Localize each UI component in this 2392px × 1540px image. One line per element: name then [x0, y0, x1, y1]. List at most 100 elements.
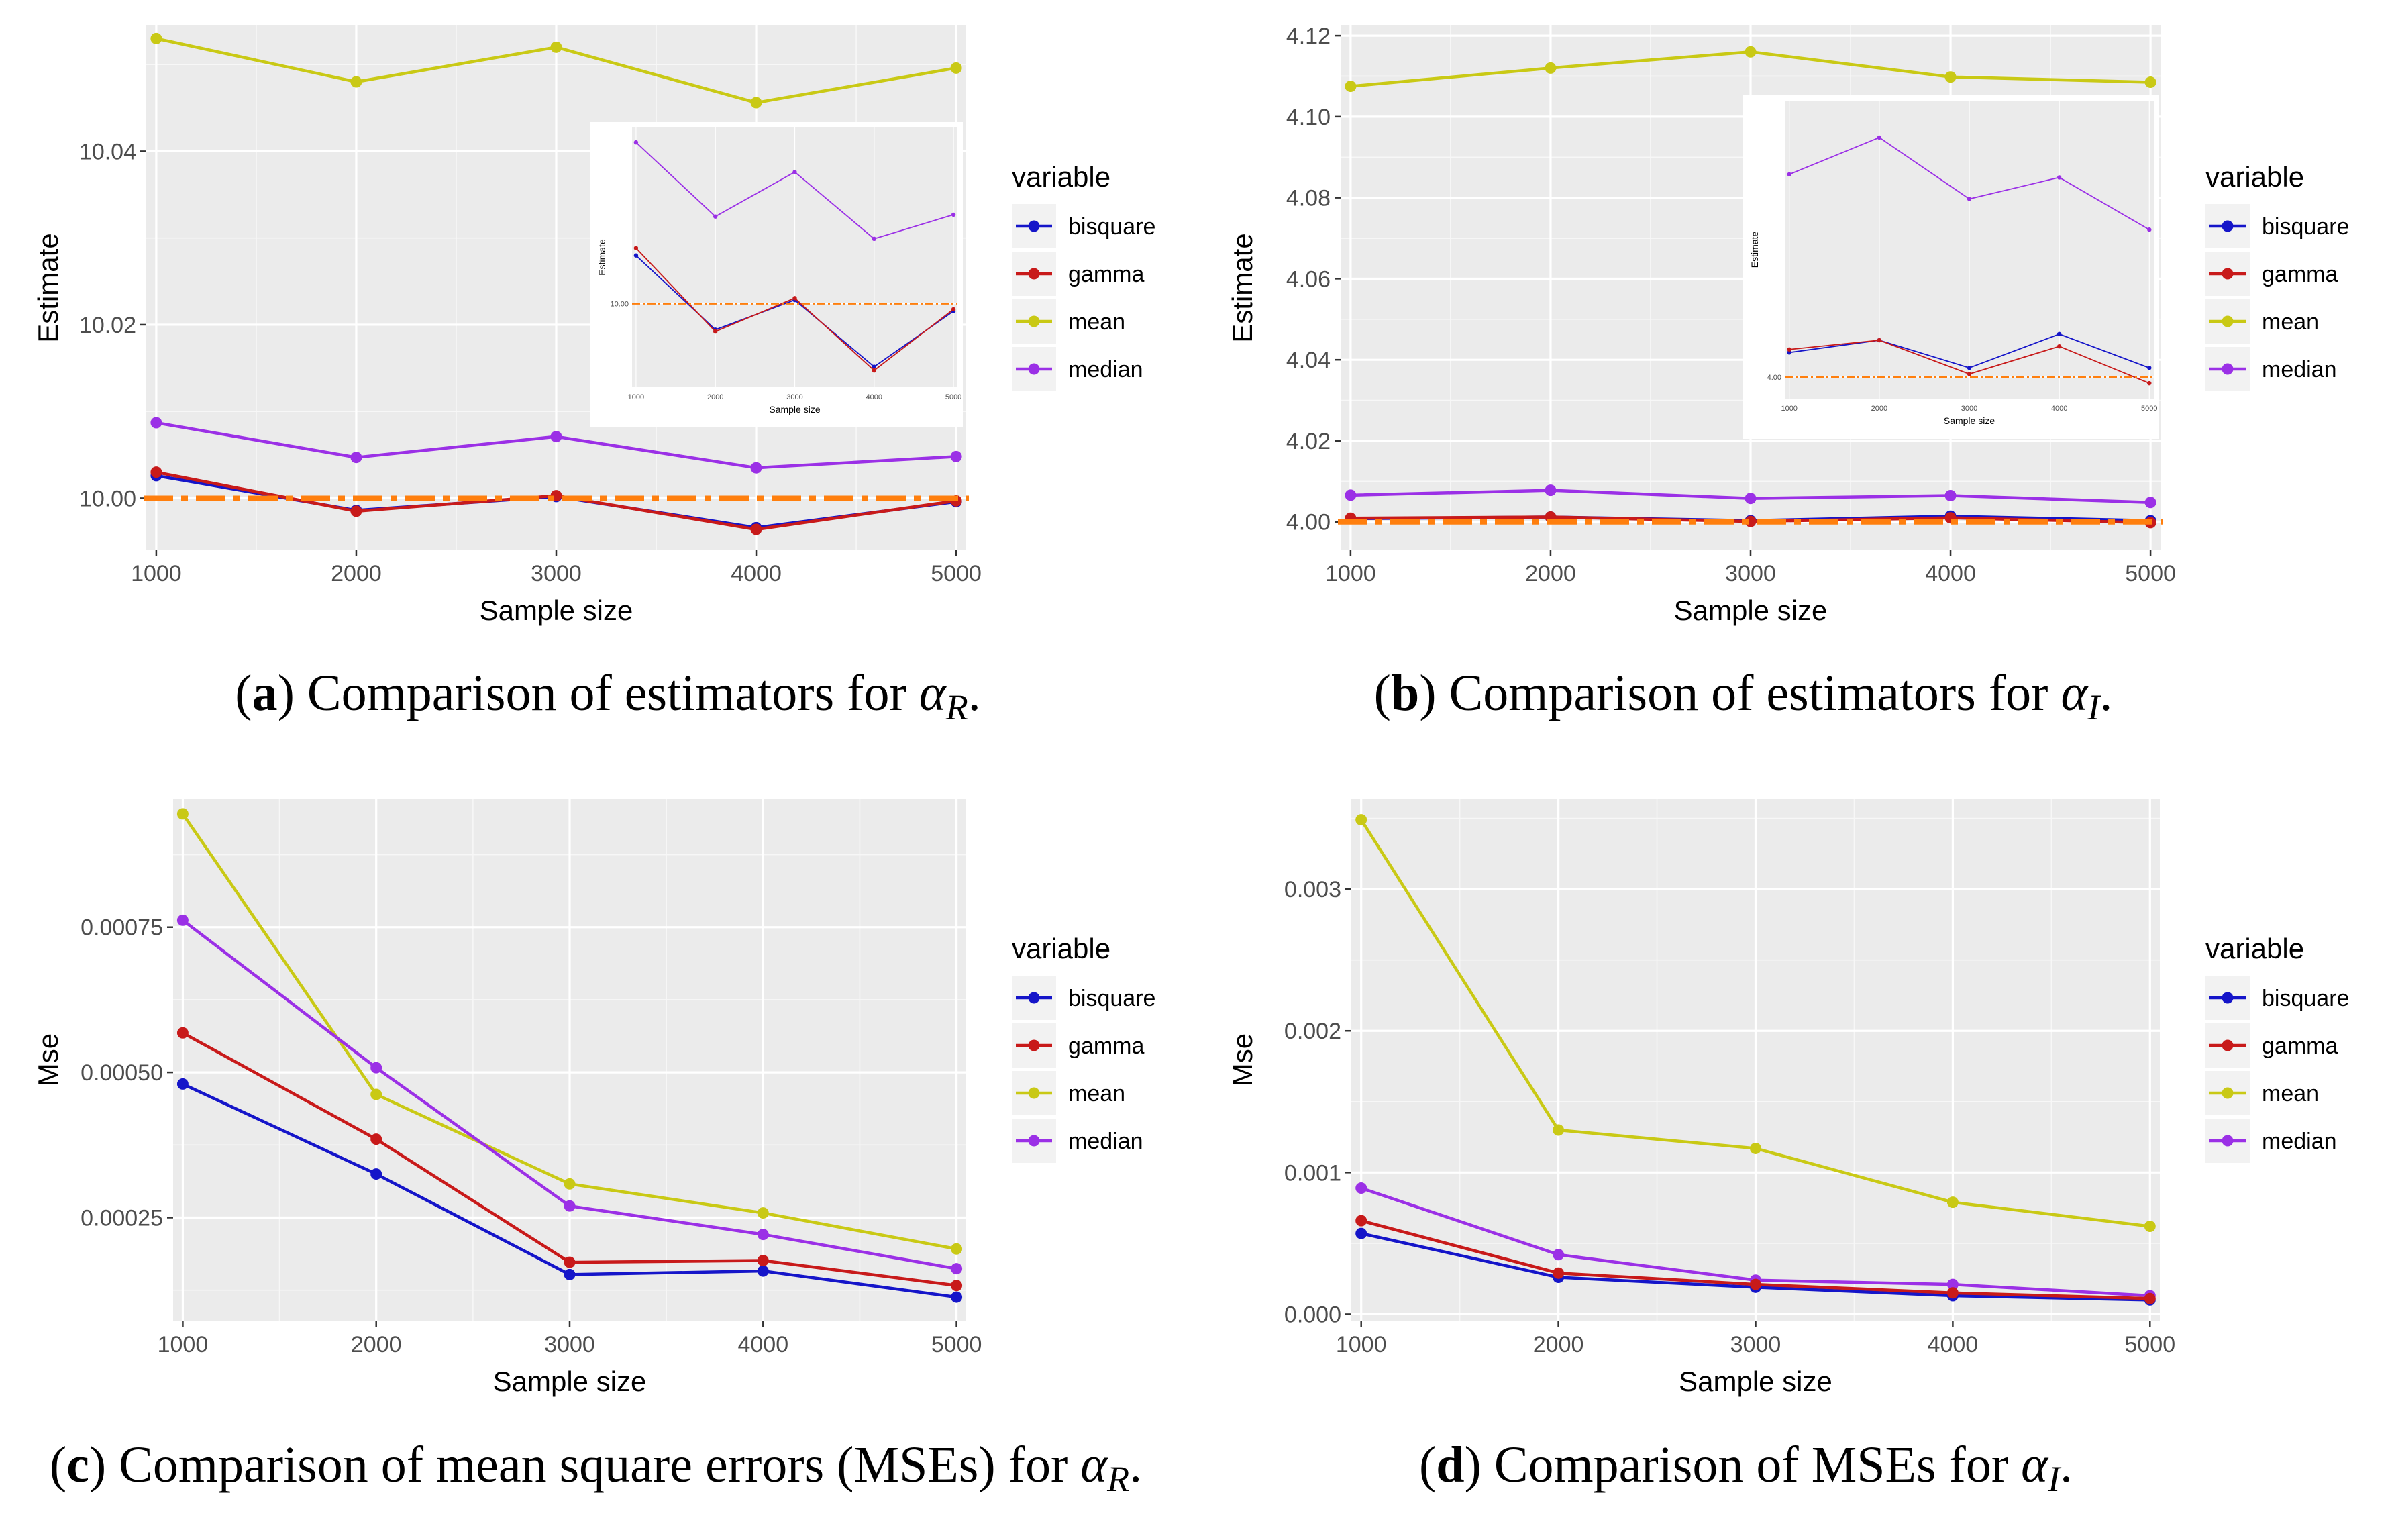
legend-key-point-bisquare: [2222, 220, 2234, 232]
data-point-mean: [150, 32, 162, 44]
inset-data-point-gamma: [1967, 372, 1972, 376]
x-tick-label: 5000: [2124, 1332, 2175, 1357]
y-tick-label: 10.00: [79, 486, 136, 511]
legend: variable bisquare gamma mean median: [1012, 161, 1155, 391]
legend-key-point-gamma: [2222, 1039, 2234, 1051]
data-point-bisquare: [370, 1168, 382, 1180]
inset-y-axis-title: Estimate: [596, 239, 607, 276]
caption-symbol: α: [1080, 1437, 1108, 1493]
inset-data-point-median: [1967, 197, 1972, 201]
x-tick-label: 4000: [731, 561, 782, 586]
data-point-gamma: [757, 1255, 769, 1267]
data-point-median: [757, 1229, 769, 1241]
inset-data-point-gamma: [633, 246, 639, 250]
data-point-mean: [1545, 62, 1557, 74]
inset-data-point-median: [792, 170, 797, 174]
y-tick-label: 4.08: [1286, 186, 1331, 211]
inset-x-axis-title: Sample size: [769, 404, 820, 415]
data-point-mean: [176, 808, 189, 820]
chart-b: 1000 2000 3000 4000 5000 4.00 4.02 4.04 4.06 4.08…: [1227, 23, 2349, 727]
data-point-bisquare: [951, 1291, 963, 1303]
data-point-mean: [757, 1207, 769, 1219]
data-point-mean: [1750, 1142, 1761, 1154]
inset-x-tick-label: 4000: [866, 393, 882, 401]
chart-d: 1000 2000 3000 4000 5000 0.000 0.001 0.002 0.003…: [1227, 799, 2349, 1499]
data-point-median: [2144, 497, 2156, 509]
x-tick-label: 2000: [351, 1332, 402, 1357]
inset-x-tick-label: 1000: [628, 393, 644, 401]
data-point-bisquare: [1355, 1227, 1367, 1239]
legend-label-gamma: gamma: [1068, 262, 1144, 287]
caption-punctuation: (: [1419, 1437, 1436, 1493]
data-point-median: [1553, 1249, 1565, 1261]
figure-caption: (b) Comparison of estimators for αI.: [1374, 665, 2113, 727]
legend-title: variable: [2205, 161, 2304, 193]
x-axis-title: Sample size: [1674, 595, 1828, 626]
caption-text: Comparison of mean square errors (MSEs) …: [119, 1437, 1080, 1493]
legend-label-mean: mean: [1068, 309, 1125, 335]
inset-data-point-bisquare: [1787, 350, 1791, 355]
caption-punctuation: (: [50, 1437, 66, 1493]
data-point-bisquare: [564, 1268, 576, 1280]
data-point-gamma: [1355, 1215, 1367, 1227]
y-axis-title: Mse: [32, 1033, 64, 1086]
y-axis-title: Mse: [1227, 1033, 1258, 1086]
data-point-mean: [550, 41, 562, 53]
x-tick-label: 4000: [1928, 1332, 1979, 1357]
x-axis-title: Sample size: [480, 595, 633, 626]
x-tick-label: 2000: [1533, 1332, 1584, 1357]
caption-subscript: R: [1106, 1459, 1129, 1499]
inset-x-tick-label: 1000: [1781, 405, 1797, 413]
data-point-bisquare: [176, 1078, 189, 1090]
caption-end: .: [2060, 1437, 2073, 1493]
caption-letter: a: [252, 665, 278, 721]
inset-data-point-gamma: [951, 307, 956, 312]
inset-x-tick-label: 5000: [2141, 405, 2157, 413]
data-point-mean: [1553, 1124, 1565, 1136]
legend-label-gamma: gamma: [1068, 1033, 1144, 1059]
legend-key-point-mean: [2222, 1087, 2234, 1099]
legend-label-median: median: [1068, 357, 1143, 382]
caption-end: .: [968, 665, 981, 721]
data-point-median: [750, 462, 762, 474]
y-tick-label: 0.003: [1284, 877, 1341, 903]
data-point-gamma: [150, 466, 162, 478]
data-point-mean: [950, 62, 962, 74]
inset-data-point-bisquare: [2057, 331, 2062, 337]
inset-data-point-median: [1787, 172, 1791, 177]
caption-symbol: α: [919, 665, 947, 721]
data-point-median: [1944, 489, 1957, 501]
legend-title: variable: [1012, 161, 1110, 193]
inset-data-point-median: [2147, 227, 2152, 232]
caption-text: Comparison of estimators for: [1449, 665, 2061, 721]
caption-letter: c: [66, 1437, 89, 1493]
data-point-median: [176, 914, 189, 926]
y-tick-label: 4.04: [1286, 348, 1331, 373]
inset-plot: 4.00 1000 2000 3000 4000 5000 Sample size Estim…: [1743, 95, 2159, 439]
data-point-mean: [2144, 1221, 2156, 1233]
figure-caption: (c) Comparison of mean square errors (MS…: [50, 1437, 1142, 1499]
data-point-median: [550, 431, 562, 443]
data-point-mean: [1944, 71, 1957, 83]
data-point-median: [1545, 484, 1557, 497]
x-tick-label: 3000: [1730, 1332, 1781, 1357]
inset-data-point-bisquare: [2147, 366, 2152, 370]
legend: variable bisquare gamma mean median: [2205, 161, 2349, 391]
data-point-gamma: [2144, 1292, 2156, 1304]
y-tick-label: 0.00075: [81, 915, 163, 941]
caption-text: Comparison of MSEs for: [1494, 1437, 2021, 1493]
inset-y-tick-label: 10.00: [610, 301, 629, 309]
legend-label-mean: mean: [2262, 309, 2319, 335]
y-tick-label: 4.10: [1286, 105, 1331, 130]
data-point-mean: [2144, 76, 2156, 89]
inset-data-point-median: [713, 214, 718, 219]
legend-label-mean: mean: [1068, 1081, 1125, 1107]
inset-data-point-median: [633, 140, 639, 145]
caption-symbol: α: [2021, 1437, 2049, 1493]
legend-key-point-mean: [1028, 315, 1040, 327]
caption-symbol: α: [2061, 665, 2089, 721]
y-tick-label: 10.04: [79, 139, 136, 164]
y-tick-label: 0.00050: [81, 1060, 163, 1086]
caption-letter: d: [1436, 1437, 1464, 1493]
data-point-gamma: [350, 505, 362, 517]
